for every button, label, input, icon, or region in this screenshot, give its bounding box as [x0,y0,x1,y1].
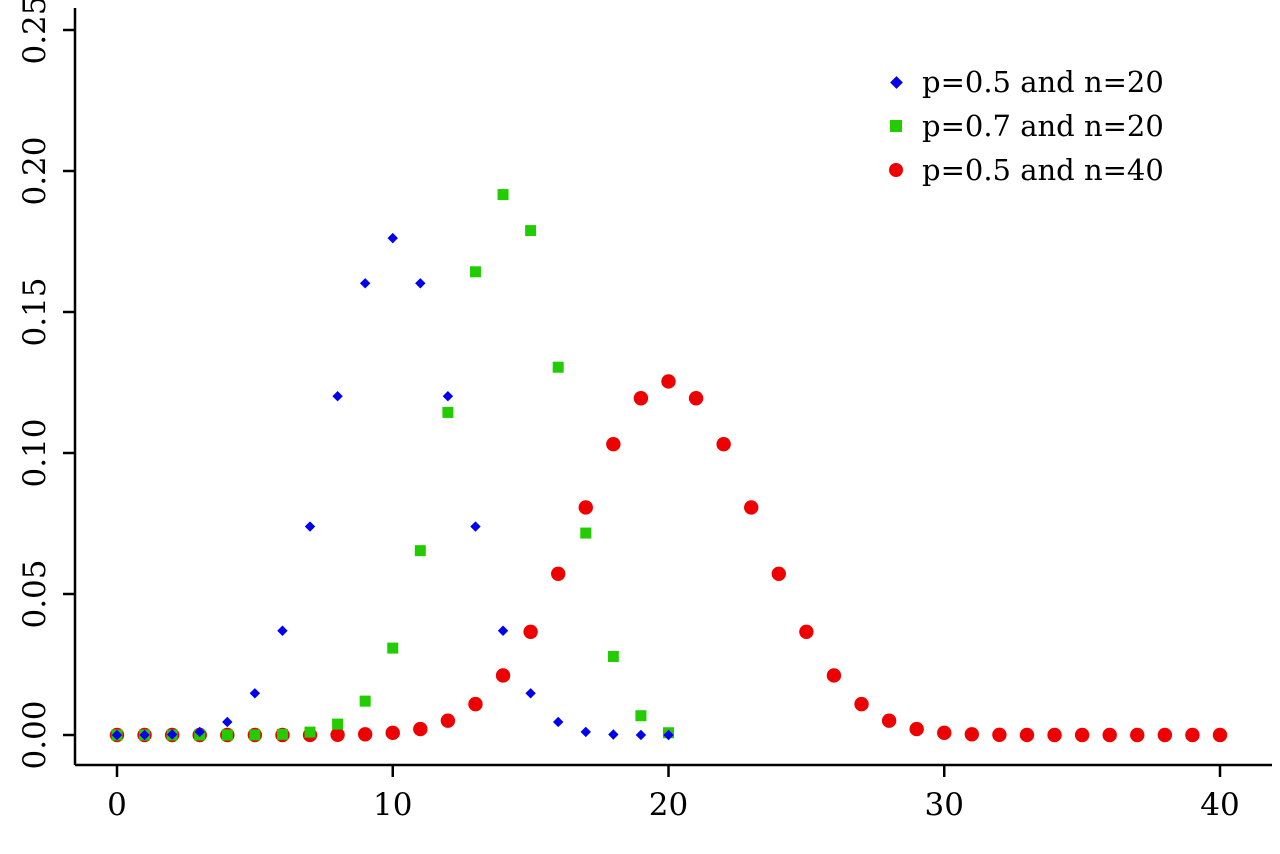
data-point-circle [578,500,593,515]
data-point-circle [413,721,428,737]
y-tick-label: 0.00 [17,700,53,769]
data-point-circle [909,721,924,737]
circle-marker-icon [889,163,903,177]
data-point-square [359,695,371,707]
y-tick-label: 0.05 [17,559,53,628]
data-point-circle [495,668,511,683]
legend-item: p=0.5 and n=40 [884,148,1164,192]
data-point-diamond [139,729,150,741]
legend-label: p=0.7 and n=20 [922,108,1164,143]
legend-item: p=0.7 and n=20 [884,104,1164,148]
data-point-circle [881,713,897,728]
x-tick-label: 10 [373,787,412,823]
data-point-diamond [166,729,178,740]
legend-label: p=0.5 and n=20 [922,64,1164,99]
data-point-diamond [525,688,536,699]
data-point-diamond [249,688,261,699]
data-point-circle [744,500,759,515]
x-tick-label: 20 [649,787,688,823]
data-point-circle [716,436,731,452]
diamond-marker-icon [889,75,903,89]
data-point-diamond [635,729,647,741]
data-point-circle [771,566,786,581]
data-point-square [580,527,592,539]
data-point-diamond [580,726,591,738]
data-point-diamond [277,625,288,636]
data-point-circle [633,391,649,406]
data-point-square [525,225,537,237]
data-point-square [332,718,344,730]
data-point-square [497,189,509,201]
data-point-circle [688,391,704,406]
y-tick-label: 0.15 [17,277,53,346]
data-point-circle [854,696,869,712]
data-point-square [276,728,288,740]
legend-marker-box [884,163,908,177]
data-point-square [387,642,399,654]
data-point-circle [661,374,676,389]
legend-label: p=0.5 and n=40 [922,152,1164,187]
data-point-diamond [442,391,454,402]
data-point-diamond [332,391,343,402]
data-point-circle [1212,727,1228,743]
data-point-square [635,710,647,722]
data-point-circle [1157,727,1173,743]
data-point-square [249,729,261,741]
data-point-circle [330,727,345,743]
data-point-diamond [497,625,509,636]
data-point-circle [385,725,400,741]
legend-marker-box [884,120,908,132]
data-point-circle [1019,727,1035,743]
data-point-diamond [663,729,674,741]
data-point-diamond [387,232,398,244]
data-point-diamond [111,729,123,741]
data-point-diamond [194,726,205,738]
data-point-diamond [608,729,619,740]
data-point-circle [799,624,814,640]
data-point-circle [1130,727,1145,743]
data-point-circle [1185,727,1200,743]
data-point-square [221,729,233,741]
data-point-circle [551,566,566,581]
data-point-circle [937,725,952,741]
data-point-diamond [304,521,316,532]
data-point-square [304,726,316,738]
data-point-circle [992,727,1007,743]
data-point-square [469,266,481,278]
data-point-square [442,406,454,418]
data-point-circle [1074,727,1090,743]
legend-marker-box [884,75,908,89]
data-point-diamond [359,278,371,289]
square-marker-icon [890,120,902,132]
y-tick-label: 0.20 [17,136,53,205]
x-tick-label: 30 [925,787,964,823]
data-point-circle [523,624,538,640]
data-point-diamond [553,716,564,728]
y-tick-label: 0.25 [17,0,53,65]
data-point-diamond [470,521,481,532]
data-point-circle [606,436,621,452]
data-point-circle [468,696,483,712]
data-point-circle [1047,727,1062,743]
x-tick-label: 0 [107,787,127,823]
legend-item: p=0.5 and n=20 [884,60,1164,104]
legend: p=0.5 and n=20 p=0.7 and n=20 p=0.5 and … [884,60,1164,192]
x-tick-label: 40 [1200,787,1239,823]
data-point-circle [357,727,373,742]
data-point-circle [1102,727,1117,743]
data-point-diamond [415,278,426,289]
data-point-circle [440,713,456,728]
y-tick-label: 0.10 [17,418,53,487]
data-point-circle [964,727,980,742]
data-point-square [552,361,564,373]
data-point-square [414,545,426,557]
data-point-square [607,650,619,662]
data-point-diamond [222,716,233,728]
data-point-circle [826,668,842,683]
